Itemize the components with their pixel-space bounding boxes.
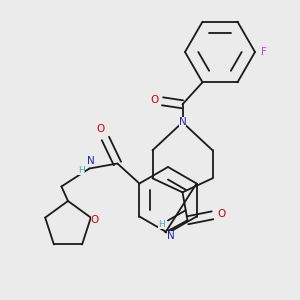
Text: O: O [150,95,159,105]
Text: O: O [96,124,104,134]
Text: O: O [218,209,226,219]
Text: F: F [261,47,267,57]
Text: N: N [86,155,94,166]
Text: H: H [78,166,85,175]
Text: N: N [178,117,186,127]
Text: O: O [91,214,99,225]
Text: H: H [158,220,165,229]
Text: N: N [167,231,174,241]
